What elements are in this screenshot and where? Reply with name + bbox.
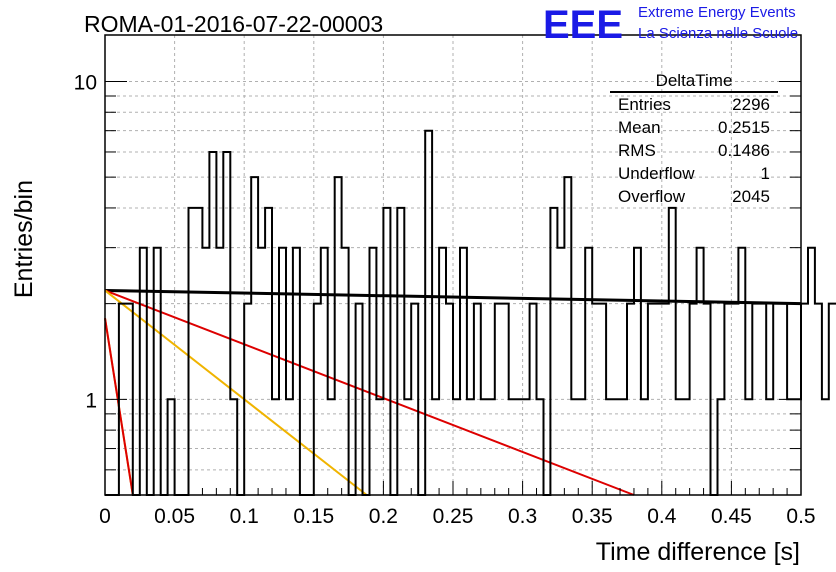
stat-label-rms: RMS (618, 141, 656, 160)
x-tick-label: 0.45 (711, 505, 752, 528)
x-tick-label: 0.15 (293, 505, 334, 528)
logo-line-1: Extreme Energy Events (638, 4, 796, 21)
stat-label-entries: Entries (618, 95, 671, 114)
stat-label-overflow: Overflow (618, 187, 686, 206)
x-tick-label: 0.35 (572, 505, 613, 528)
fit-line-orange (104, 289, 368, 496)
x-tick-label: 0 (99, 505, 111, 528)
eee-logo: EEE (543, 3, 623, 47)
stat-value-underflow: 1 (761, 164, 770, 183)
logo-line-2: La Scienza nelle Scuole (638, 25, 798, 42)
x-tick-label: 0.25 (433, 505, 474, 528)
fit-line-black (104, 288, 802, 306)
axis-ticks: 0 0.05 0.1 0.15 0.2 0.25 0.3 0.35 0.4 0.45 0.5 1 10 (74, 71, 816, 528)
stat-value-entries: 2296 (732, 95, 770, 114)
stat-value-mean: 0.2515 (718, 118, 770, 137)
x-axis-label: Time difference [s] (596, 538, 800, 566)
y-tick-label: 1 (85, 389, 97, 412)
stats-box: DeltaTime Entries 2296 Mean 0.2515 RMS 0… (610, 71, 778, 206)
x-tick-label: 0.05 (154, 505, 195, 528)
stat-label-underflow: Underflow (618, 164, 695, 183)
x-tick-label: 0.4 (647, 505, 677, 528)
y-tick-label: 10 (74, 71, 97, 94)
stat-value-overflow: 2045 (732, 187, 770, 206)
histogram-series (105, 129, 836, 496)
y-axis-label: Entries/bin (10, 180, 38, 298)
x-tick-label: 0.2 (369, 505, 398, 528)
stats-title: DeltaTime (656, 71, 733, 90)
stat-label-mean: Mean (618, 118, 661, 137)
x-tick-label: 0.5 (786, 505, 815, 528)
plot-title: ROMA-01-2016-07-22-00003 (84, 11, 383, 37)
x-tick-label: 0.3 (508, 505, 537, 528)
x-tick-label: 0.1 (230, 505, 259, 528)
stat-value-rms: 0.1486 (718, 141, 770, 160)
